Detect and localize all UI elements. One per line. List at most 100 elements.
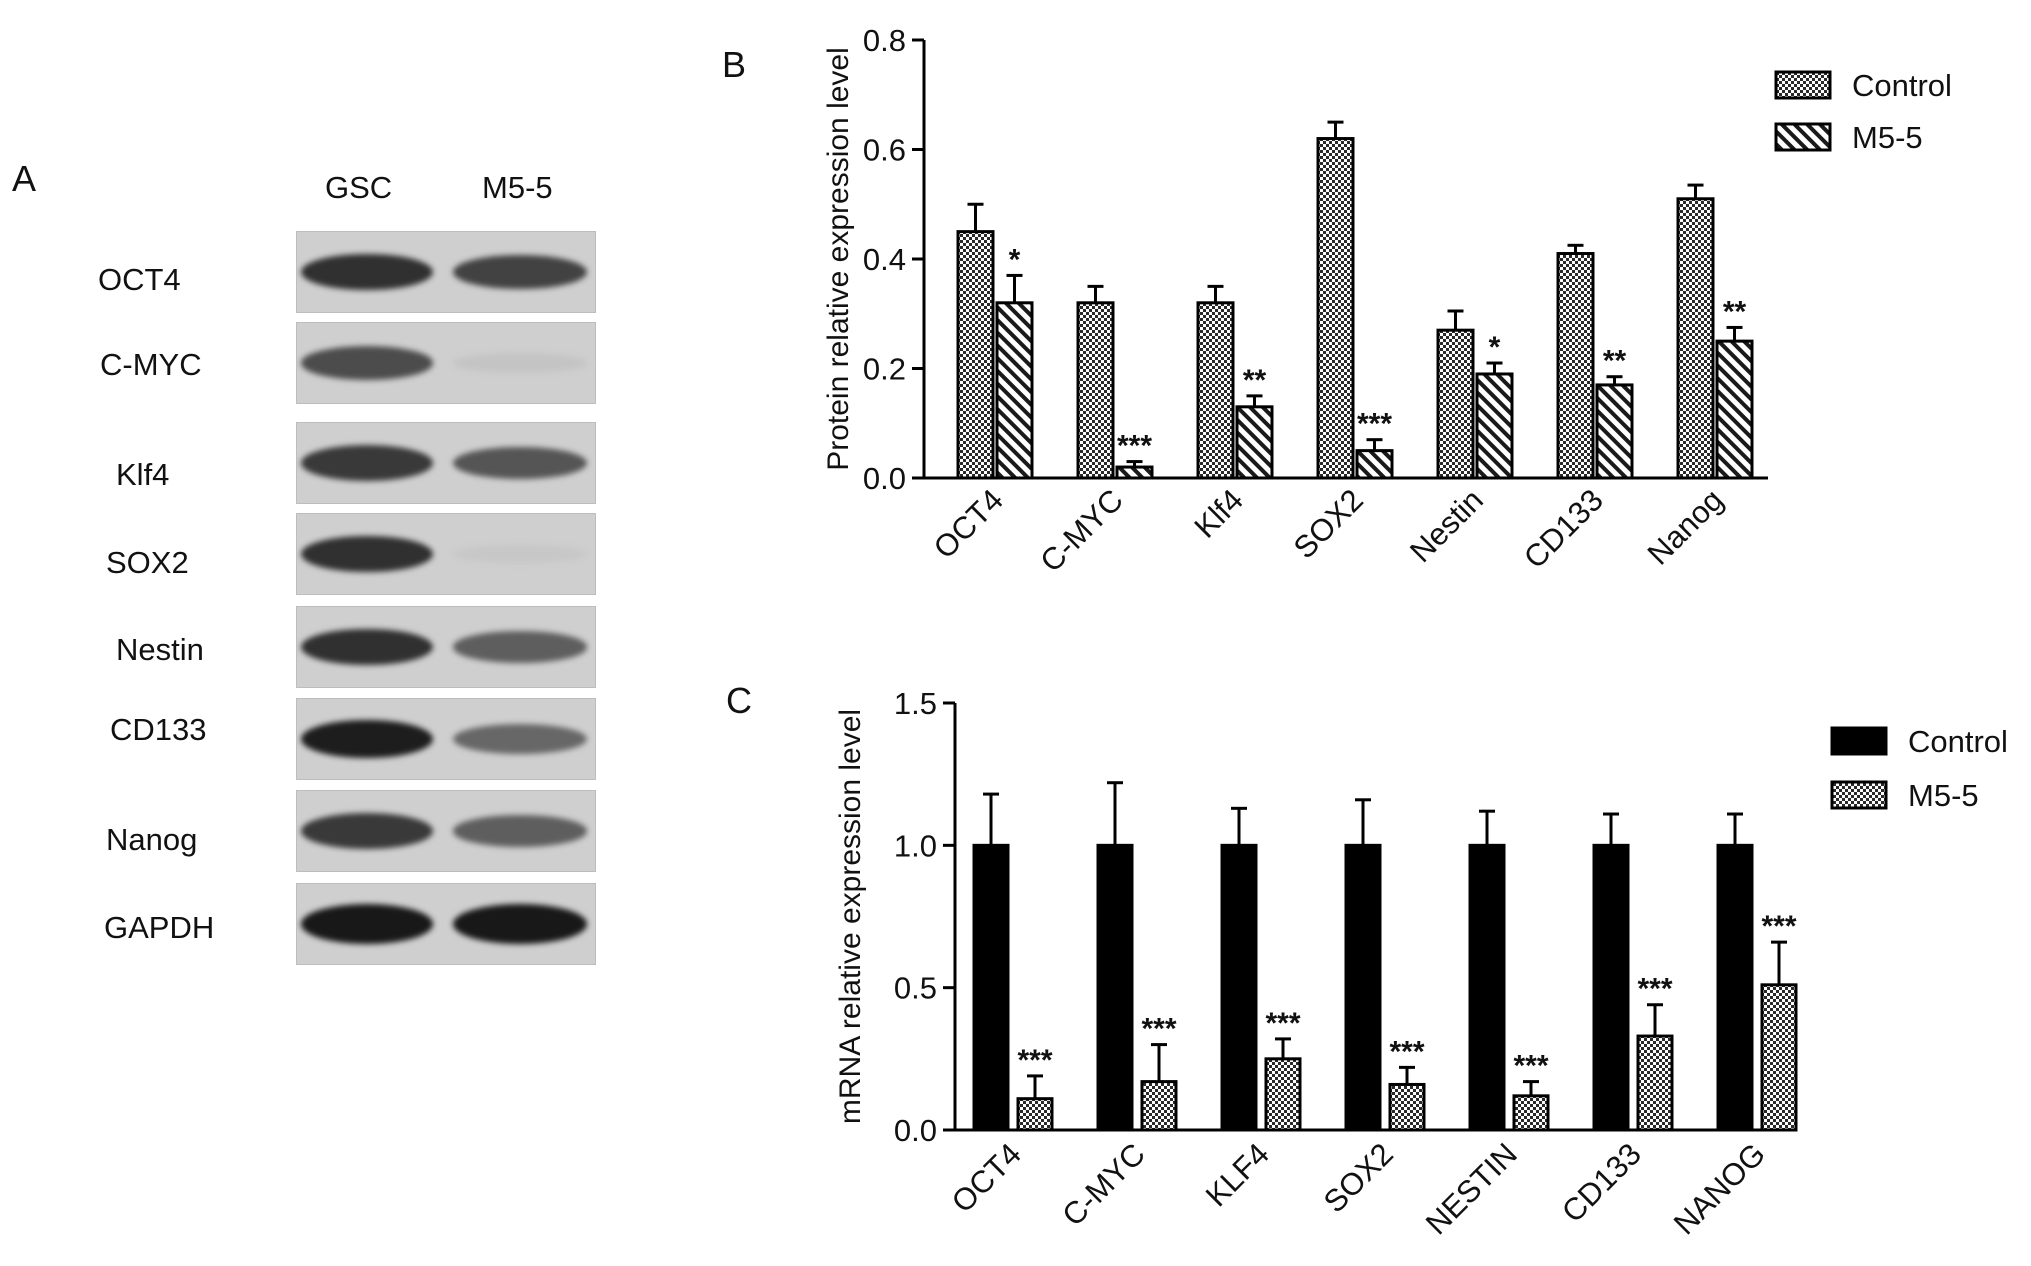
- panel-b-significance-mark: **: [1243, 364, 1267, 397]
- panel-c-category-label: NESTIN: [1419, 1136, 1524, 1241]
- blot-label-klf4: Klf4: [116, 457, 170, 492]
- blot-strip-oct4: [296, 231, 596, 313]
- panel-b-bar-m5-5: [1595, 383, 1634, 480]
- panel-c-significance-mark: ***: [1265, 1007, 1300, 1040]
- blot-band: [301, 904, 433, 944]
- blot-band: [453, 353, 587, 373]
- panel-b-y-tick-label: 0.0: [863, 461, 906, 496]
- blot-band: [301, 445, 433, 481]
- blot-strip-c-myc: [296, 322, 596, 404]
- panel-c-bar-m5-5: [1388, 1082, 1426, 1132]
- blot-label-nanog: Nanog: [106, 822, 198, 857]
- panel-b-bar-control: [1076, 301, 1115, 480]
- panel-b-bar-m5-5: [995, 301, 1034, 480]
- panel-c-bar-control: [1468, 843, 1506, 1132]
- panel-c-bar-m5-5: [1140, 1080, 1178, 1132]
- panel-b-bar-control: [1556, 252, 1595, 480]
- panel-b-category-label: SOX2: [1287, 482, 1370, 565]
- panel-b-y-tick-label: 0.4: [863, 242, 906, 277]
- blot-label-cd133: CD133: [110, 712, 207, 747]
- panel-b-category-label: OCT4: [927, 482, 1010, 565]
- panel-b-legend-label-control: Control: [1852, 68, 1952, 103]
- panel-b-significance-mark: ***: [1357, 408, 1392, 441]
- panel-b-significance-mark: **: [1603, 345, 1627, 378]
- panel-c-significance-mark: ***: [1017, 1044, 1052, 1077]
- panel-b-bar-control: [1676, 197, 1715, 480]
- panel-c-category-label: OCT4: [945, 1136, 1028, 1219]
- panel-c-category-label: C-MYC: [1055, 1136, 1152, 1233]
- panel-b-y-tick-label: 0.2: [863, 352, 906, 387]
- blot-strip-klf4: [296, 422, 596, 504]
- panel-c-y-tick-label: 0.5: [894, 971, 937, 1006]
- panel-c-bar-control: [972, 843, 1010, 1132]
- panel-b-bar-m5-5: [1475, 372, 1514, 480]
- blot-band: [453, 544, 587, 564]
- blot-band: [453, 815, 587, 847]
- panel-b-bar-control: [956, 230, 995, 480]
- panel-b-bar-control: [1316, 137, 1355, 480]
- blot-band: [453, 904, 587, 944]
- panel-c-significance-mark: ***: [1761, 910, 1796, 943]
- blot-strip-nestin: [296, 606, 596, 688]
- panel-c-legend-label-m5-5: M5-5: [1908, 778, 1979, 813]
- panel-c-letter: C: [726, 680, 752, 721]
- panel-b-significance-mark: *: [1009, 243, 1021, 276]
- blot-band: [453, 254, 587, 290]
- blot-band: [301, 719, 433, 759]
- panel-b-letter: B: [722, 44, 747, 85]
- blot-band: [301, 253, 433, 291]
- panel-c-significance-mark: ***: [1637, 973, 1672, 1006]
- panel-b-significance-mark: *: [1489, 331, 1501, 364]
- panel-c-bar-m5-5: [1016, 1097, 1054, 1132]
- blot-band: [301, 535, 433, 573]
- panel-c-bar-m5-5: [1760, 983, 1798, 1132]
- panel-b-bar-control: [1196, 301, 1235, 480]
- panel-b-significance-mark: **: [1723, 295, 1747, 328]
- blot-label-c-myc: C-MYC: [100, 347, 202, 382]
- blot-label-gapdh: GAPDH: [104, 910, 215, 945]
- panel-b-y-tick-label: 0.8: [863, 23, 906, 58]
- panel-c-bar-control: [1220, 843, 1258, 1132]
- lane-header-gsc: GSC: [325, 170, 393, 205]
- panel-c-bar-control: [1716, 843, 1754, 1132]
- panel-c-legend-swatch-control: [1830, 726, 1888, 756]
- panel-c-category-label: KLF4: [1199, 1136, 1276, 1213]
- blot-band: [301, 628, 433, 666]
- blot-band: [453, 723, 587, 755]
- panel-b-bar-m5-5: [1715, 339, 1754, 480]
- blot-strip-gapdh: [296, 883, 596, 965]
- panel-c-significance-mark: ***: [1513, 1050, 1548, 1083]
- panel-b-category-label: Nestin: [1403, 482, 1490, 569]
- blot-label-oct4: OCT4: [98, 262, 181, 297]
- panel-c-bar-m5-5: [1512, 1094, 1550, 1132]
- blot-band: [301, 813, 433, 849]
- panel-b-bar-m5-5: [1235, 405, 1274, 480]
- panel-c-significance-mark: ***: [1389, 1035, 1424, 1068]
- panel-c-bar-control: [1592, 843, 1630, 1132]
- lane-header-m5-5: M5-5: [482, 170, 553, 205]
- panel-b-legend-swatch-control: [1774, 70, 1832, 100]
- panel-b-category-label: C-MYC: [1033, 482, 1130, 579]
- panel-c-y-tick-label: 0.0: [894, 1113, 937, 1148]
- panel-b-significance-mark: ***: [1117, 430, 1152, 463]
- panel-c-category-label: CD133: [1555, 1136, 1648, 1229]
- panel-b-bar-m5-5: [1355, 449, 1394, 480]
- panel-c-category-label: SOX2: [1317, 1136, 1400, 1219]
- panel-c-legend-swatch-m5-5: [1830, 780, 1888, 810]
- panel-b-y-axis-label: Protein relative expression level: [822, 47, 855, 471]
- panel-c-bar-m5-5: [1636, 1034, 1674, 1132]
- panel-b-legend-swatch-m5-5: [1774, 122, 1832, 152]
- blot-strip-nanog: [296, 790, 596, 872]
- panel-c-bar-m5-5: [1264, 1057, 1302, 1132]
- panel-c-y-axis-label: mRNA relative expression level: [834, 709, 867, 1124]
- panel-c-bar-control: [1096, 843, 1134, 1132]
- blot-band: [453, 446, 587, 480]
- panel-b-category-label: CD133: [1517, 482, 1610, 575]
- panel-b-category-label: Nanog: [1641, 482, 1730, 571]
- blot-label-sox2: SOX2: [106, 545, 189, 580]
- panel-b-bar-control: [1436, 328, 1475, 480]
- panel-c-category-label: NANOG: [1667, 1136, 1772, 1241]
- panel-c-significance-mark: ***: [1141, 1013, 1176, 1046]
- panel-b-bar-m5-5: [1115, 465, 1154, 480]
